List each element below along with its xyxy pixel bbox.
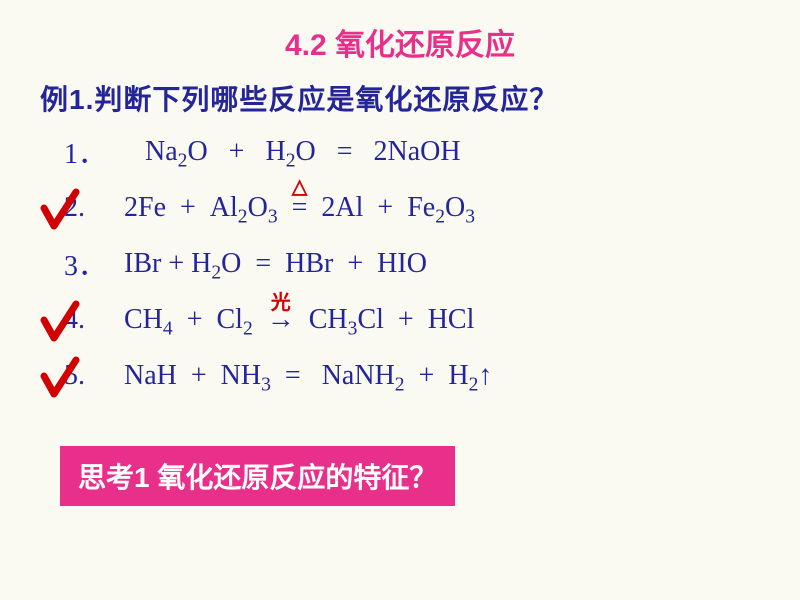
think-box: 思考1 氧化还原反应的特征？ bbox=[60, 446, 455, 506]
equation-row: 5. NaH + NH3 = NaNH2 + H2↑ bbox=[64, 354, 760, 398]
check-icon bbox=[40, 356, 80, 400]
eq-body: NaH + NH3 = NaNH2 + H2↑ bbox=[124, 360, 492, 392]
slide: 4.2 氧化还原反应 例1.判断下列哪些反应是氧化还原反应？ 1． Na2O +… bbox=[0, 0, 800, 600]
eq-body: CH4 + Cl2 光→ CH3Cl + HCl bbox=[124, 304, 474, 336]
check-icon bbox=[40, 188, 80, 232]
example-prompt: 例1.判断下列哪些反应是氧化还原反应？ bbox=[40, 78, 760, 118]
condition-symbol: 光 bbox=[267, 286, 295, 315]
eq-operator: 光→ bbox=[267, 304, 295, 336]
eq-operator: △= bbox=[292, 192, 308, 224]
eq-number: 1． bbox=[64, 132, 124, 172]
equation-row: 1． Na2O + H2O = 2NaOH bbox=[64, 130, 760, 174]
equation-list: 1． Na2O + H2O = 2NaOH 2. 2Fe + Al2O3 △= … bbox=[40, 130, 760, 398]
eq-body: 2Fe + Al2O3 △= 2Al + Fe2O3 bbox=[124, 192, 475, 224]
condition-symbol: △ bbox=[292, 174, 308, 199]
eq-body: Na2O + H2O = 2NaOH bbox=[124, 136, 461, 168]
check-icon bbox=[40, 300, 80, 344]
equation-row: 3． IBr + H2O = HBr + HIO bbox=[64, 242, 760, 286]
slide-title: 4.2 氧化还原反应 bbox=[40, 20, 760, 64]
equation-row: 2. 2Fe + Al2O3 △= 2Al + Fe2O3 bbox=[64, 186, 760, 230]
equation-row: 4. CH4 + Cl2 光→ CH3Cl + HCl bbox=[64, 298, 760, 342]
gas-arrow-icon: ↑ bbox=[478, 360, 492, 391]
eq-body: IBr + H2O = HBr + HIO bbox=[124, 248, 427, 280]
eq-number: 3． bbox=[64, 244, 124, 284]
